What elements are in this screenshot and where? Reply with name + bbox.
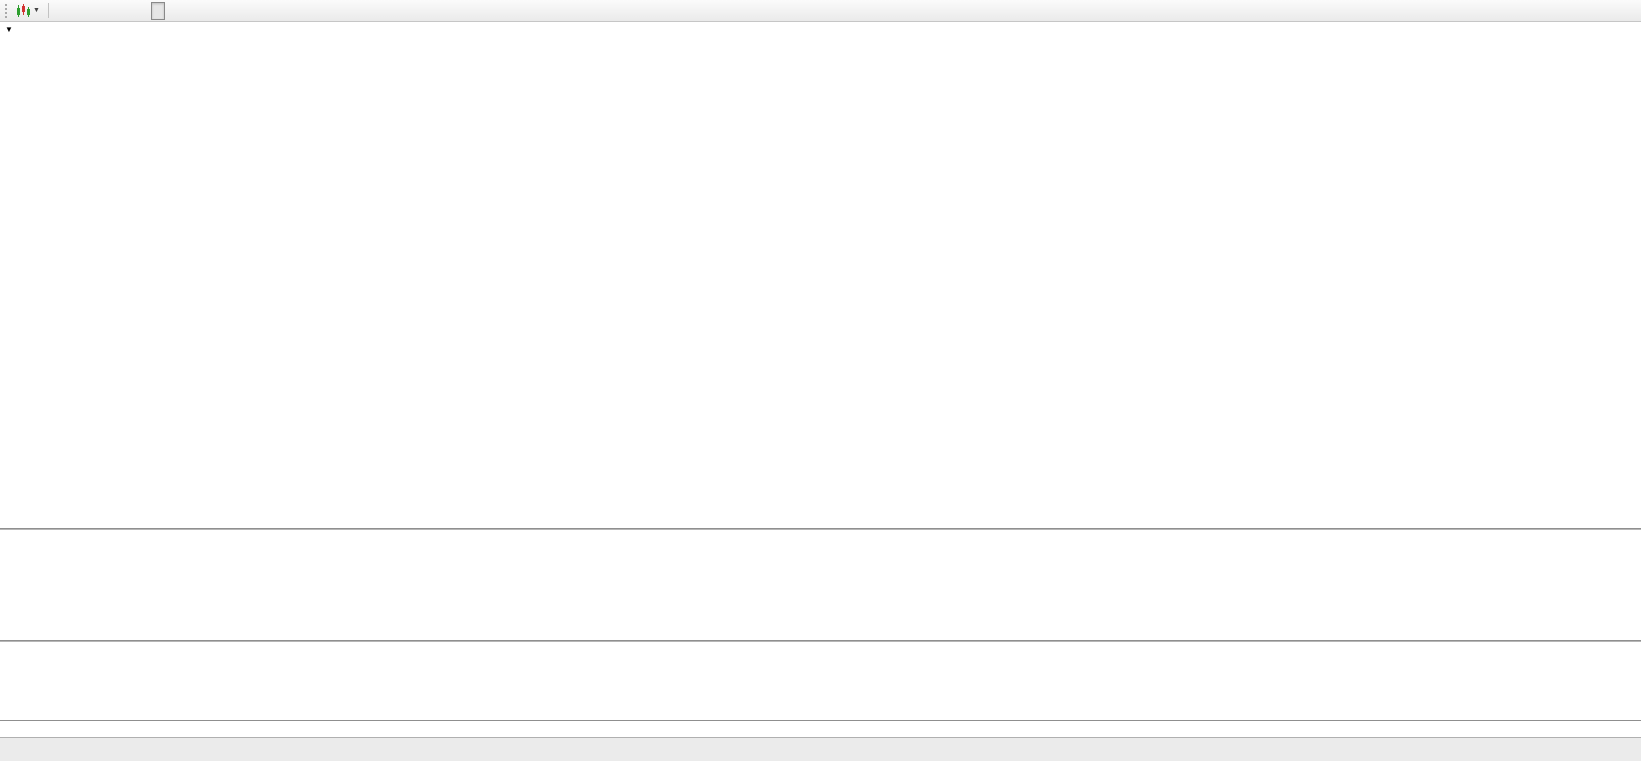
- candlestick-chart[interactable]: [0, 22, 300, 172]
- timeframe-button-m1[interactable]: [55, 2, 69, 20]
- chart-area: ▼: [0, 22, 1641, 761]
- timeframe-button-m30[interactable]: [103, 2, 117, 20]
- mini-candles-glyph: [17, 3, 30, 17]
- rsi-chart[interactable]: [0, 530, 300, 640]
- macd-pane: [0, 642, 1641, 720]
- rsi-pane: [0, 530, 1641, 640]
- timeframes-toolbar: ▼: [0, 0, 1641, 22]
- timeframe-button-h1[interactable]: [119, 2, 133, 20]
- time-axis[interactable]: [0, 720, 1641, 737]
- timeframe-button-m5[interactable]: [71, 2, 85, 20]
- chevron-down-icon[interactable]: ▼: [33, 7, 40, 14]
- toolbar-grip-handle[interactable]: [5, 3, 10, 18]
- pane-splitter-2[interactable]: [0, 640, 1641, 642]
- symbol-dropdown-icon[interactable]: ▼: [5, 25, 13, 34]
- chart-type-icon[interactable]: [14, 2, 32, 20]
- chart-tabs-bar: [0, 737, 1641, 761]
- pane-splitter-1[interactable]: [0, 528, 1641, 530]
- macd-chart[interactable]: [0, 642, 300, 720]
- timeframe-button-d1[interactable]: [150, 1, 165, 20]
- toolbar-separator: [47, 3, 49, 18]
- main-chart-pane: ▼: [0, 22, 1641, 528]
- timeframe-button-mn[interactable]: [183, 2, 197, 20]
- chart-title: ▼: [5, 25, 17, 34]
- timeframe-button-w1[interactable]: [167, 2, 181, 20]
- timeframe-button-m15[interactable]: [87, 2, 101, 20]
- timeframe-button-h4[interactable]: [135, 2, 149, 20]
